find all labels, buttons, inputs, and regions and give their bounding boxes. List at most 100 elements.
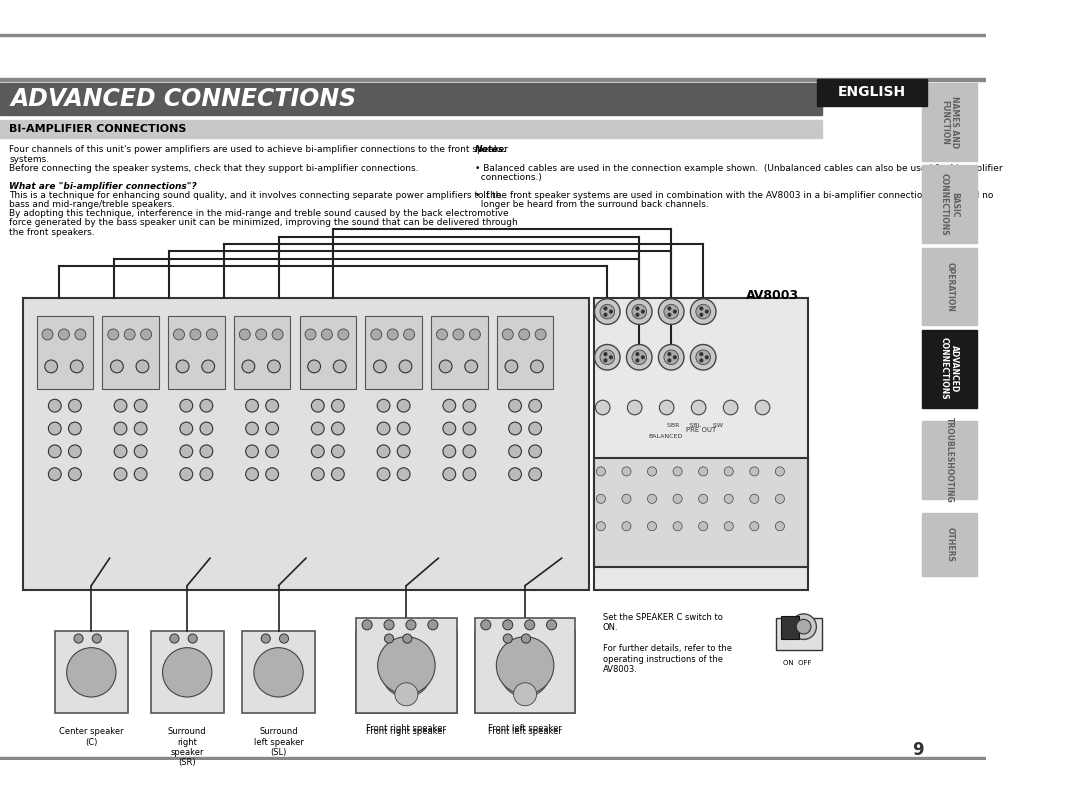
Bar <box>922 421 977 499</box>
Bar <box>0 78 986 82</box>
Circle shape <box>509 468 522 481</box>
Circle shape <box>443 445 456 457</box>
Circle shape <box>725 494 733 503</box>
Circle shape <box>384 620 394 630</box>
Circle shape <box>664 350 678 364</box>
Circle shape <box>529 468 541 481</box>
Bar <box>475 618 576 714</box>
Circle shape <box>92 634 102 643</box>
Circle shape <box>280 634 288 643</box>
Text: Front right speaker: Front right speaker <box>366 727 446 736</box>
Circle shape <box>470 329 481 340</box>
Circle shape <box>136 360 149 372</box>
Circle shape <box>463 445 476 457</box>
Circle shape <box>176 360 189 372</box>
Circle shape <box>311 422 324 435</box>
Bar <box>151 631 224 714</box>
Circle shape <box>134 399 147 412</box>
Circle shape <box>642 356 645 359</box>
Circle shape <box>114 445 127 457</box>
Circle shape <box>529 422 541 435</box>
Circle shape <box>636 352 638 356</box>
Text: NAMES AND
FUNCTION: NAMES AND FUNCTION <box>940 96 959 148</box>
Text: OTHERS: OTHERS <box>945 527 955 562</box>
Circle shape <box>673 494 683 503</box>
Bar <box>922 248 977 325</box>
Circle shape <box>374 360 387 372</box>
Circle shape <box>206 329 217 340</box>
Circle shape <box>245 422 258 435</box>
Circle shape <box>518 329 529 340</box>
Circle shape <box>397 468 410 481</box>
Circle shape <box>700 313 703 316</box>
Bar <box>431 316 488 389</box>
Circle shape <box>622 494 631 503</box>
Circle shape <box>463 399 476 412</box>
Circle shape <box>502 329 513 340</box>
Bar <box>594 457 808 567</box>
Circle shape <box>440 360 453 372</box>
Bar <box>497 316 553 389</box>
Circle shape <box>388 329 399 340</box>
Text: BALANCED: BALANCED <box>648 434 683 439</box>
Bar <box>356 618 457 714</box>
Bar <box>299 316 356 389</box>
Circle shape <box>699 521 707 531</box>
Circle shape <box>700 359 703 362</box>
Circle shape <box>648 521 657 531</box>
Circle shape <box>49 422 62 435</box>
Bar <box>922 513 977 577</box>
Circle shape <box>596 467 606 476</box>
Circle shape <box>404 329 415 340</box>
Text: AV8003: AV8003 <box>746 289 799 302</box>
Circle shape <box>377 422 390 435</box>
Bar <box>55 631 127 714</box>
Circle shape <box>664 304 678 319</box>
Circle shape <box>659 344 684 370</box>
Circle shape <box>725 521 733 531</box>
Circle shape <box>669 307 671 310</box>
Circle shape <box>604 359 607 362</box>
Text: What are "bi-amplifier connections"?: What are "bi-amplifier connections"? <box>9 182 197 191</box>
Circle shape <box>114 468 127 481</box>
Circle shape <box>690 299 716 324</box>
Circle shape <box>377 445 390 457</box>
Text: BASIC
CONNECTIONS: BASIC CONNECTIONS <box>940 173 959 235</box>
Circle shape <box>509 422 522 435</box>
Circle shape <box>266 445 279 457</box>
Circle shape <box>190 329 201 340</box>
Circle shape <box>699 467 707 476</box>
Circle shape <box>67 648 116 697</box>
Circle shape <box>699 494 707 503</box>
Text: • If the front speaker systems are used in combination with the AV8003 in a bi-a: • If the front speaker systems are used … <box>475 191 994 200</box>
Circle shape <box>377 399 390 412</box>
Circle shape <box>134 468 147 481</box>
Text: connections.): connections.) <box>475 173 542 182</box>
Bar <box>0 34 986 36</box>
Circle shape <box>604 307 607 310</box>
Bar <box>365 316 422 389</box>
Circle shape <box>332 399 345 412</box>
Circle shape <box>632 304 647 319</box>
Circle shape <box>514 682 537 706</box>
Circle shape <box>242 360 255 372</box>
Circle shape <box>180 445 192 457</box>
Circle shape <box>648 494 657 503</box>
Bar <box>242 631 315 714</box>
Text: TROUBLESHOOTING: TROUBLESHOOTING <box>945 417 955 503</box>
Circle shape <box>642 310 645 313</box>
Circle shape <box>600 350 615 364</box>
Bar <box>0 757 986 759</box>
Text: systems.: systems. <box>9 155 50 163</box>
Circle shape <box>673 521 683 531</box>
Circle shape <box>180 399 192 412</box>
Circle shape <box>700 352 703 356</box>
Circle shape <box>266 399 279 412</box>
Text: Before connecting the speaker systems, check that they support bi-amplifier conn: Before connecting the speaker systems, c… <box>9 163 419 173</box>
Circle shape <box>604 313 607 316</box>
Text: ENGLISH: ENGLISH <box>838 86 906 99</box>
Text: Notes:: Notes: <box>475 146 508 155</box>
Circle shape <box>272 329 283 340</box>
Circle shape <box>505 360 517 372</box>
Circle shape <box>332 445 345 457</box>
